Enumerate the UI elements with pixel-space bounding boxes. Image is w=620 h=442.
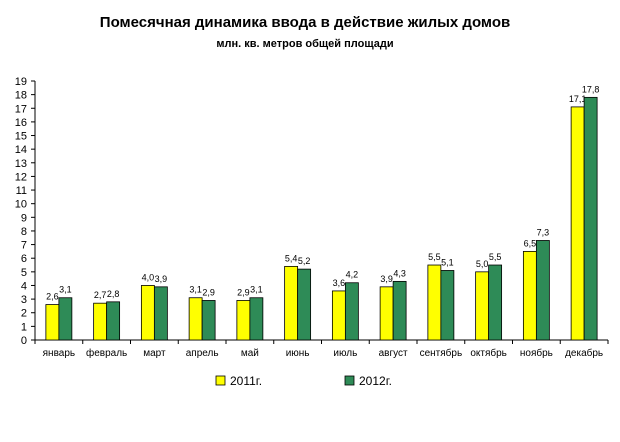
bar — [427, 264, 442, 341]
x-tick-label: февраль — [86, 347, 127, 359]
bar — [570, 106, 585, 341]
x-tick-label: октябрь — [470, 347, 507, 359]
data-label: 3,1 — [189, 285, 202, 295]
y-tick-label: 18 — [15, 90, 27, 102]
bar — [475, 271, 490, 341]
bar — [249, 297, 264, 341]
bar — [440, 270, 455, 341]
data-label: 5,4 — [285, 253, 298, 263]
data-label: 2,6 — [46, 292, 59, 302]
x-tick-label: май — [241, 348, 259, 359]
bar — [236, 300, 251, 341]
bar — [297, 268, 312, 341]
bar — [201, 300, 216, 341]
bar — [140, 285, 155, 341]
legend-label: 2012г. — [359, 374, 392, 388]
data-label: 3,9 — [155, 274, 168, 284]
data-label: 3,9 — [380, 274, 393, 284]
bar — [58, 297, 73, 341]
y-tick-label: 3 — [21, 294, 27, 306]
y-tick-label: 2 — [21, 308, 27, 320]
y-tick-label: 12 — [15, 171, 27, 183]
chart-title: Помесячная динамика ввода в действие жил… — [100, 14, 510, 31]
legend: 2011г. 2012г. — [215, 374, 392, 388]
y-tick-label: 10 — [15, 199, 27, 211]
bar — [331, 290, 346, 341]
y-tick-label: 19 — [15, 76, 27, 88]
bar — [188, 297, 203, 341]
chart-subtitle: млн. кв. метров общей площади — [216, 38, 393, 50]
y-tick-label: 4 — [21, 280, 27, 292]
legend-label: 2011г. — [230, 374, 262, 388]
y-tick-label: 17 — [15, 103, 27, 115]
bar — [379, 286, 394, 341]
y-tick-label: 14 — [15, 144, 27, 156]
data-label: 7,3 — [537, 227, 550, 237]
bars: 2,63,12,7 2,84,0 3,93,1 2,9 2,9 3,15,4 5,23,64… — [45, 84, 600, 341]
bar — [153, 286, 168, 341]
x-tick-label: март — [143, 348, 166, 359]
y-tick-label: 7 — [21, 240, 27, 252]
y-tick-label: 16 — [15, 117, 27, 129]
data-label: 3,1 — [59, 285, 72, 295]
x-tick-label: январь — [43, 348, 75, 359]
data-label: 3,1 — [250, 285, 263, 295]
y-tick-label: 15 — [15, 131, 27, 143]
bar — [344, 282, 359, 341]
y-tick-label: 11 — [16, 185, 27, 197]
data-label: 5,5 — [428, 252, 441, 262]
data-label: 2,7 — [94, 290, 107, 300]
y-tick-label: 13 — [15, 158, 27, 170]
bar — [583, 96, 598, 341]
data-label: 17,1 — [569, 94, 587, 104]
legend-swatch — [344, 375, 355, 386]
y-tick-label: 6 — [21, 253, 27, 265]
data-label: 2,9 — [202, 287, 215, 297]
x-tick-label: сентябрь — [420, 347, 463, 359]
x-axis: январь февраль март апрель май июнь июль август… — [34, 339, 609, 359]
x-tick-label: апрель — [186, 348, 219, 359]
x-tick-label: август — [379, 348, 408, 359]
data-label: 5,0 — [476, 259, 489, 269]
data-label: 4,2 — [346, 270, 359, 280]
data-label: 5,5 — [489, 252, 502, 262]
y-tick-label: 0 — [21, 335, 27, 347]
data-label: 17,8 — [582, 84, 600, 94]
y-tick-label: 9 — [21, 212, 27, 224]
data-label: 3,6 — [333, 278, 346, 288]
bar — [45, 304, 60, 341]
bar — [392, 280, 407, 341]
data-label: 5,1 — [441, 257, 454, 267]
x-tick-label: июль — [333, 348, 357, 359]
data-label: 2,8 — [107, 289, 120, 299]
bar — [106, 301, 121, 341]
bar — [522, 250, 537, 341]
data-label: 4,0 — [142, 272, 155, 282]
bar — [488, 264, 503, 341]
x-tick-label: декабрь — [565, 347, 603, 359]
data-label: 2,9 — [237, 287, 250, 297]
bar — [93, 302, 108, 341]
legend-swatch — [215, 375, 226, 386]
x-tick-label: июнь — [286, 348, 310, 359]
data-label: 5,2 — [298, 256, 311, 266]
x-tick-label: ноябрь — [520, 347, 553, 359]
y-tick-label: 1 — [21, 321, 27, 333]
bar — [535, 240, 550, 341]
data-label: 4,3 — [393, 268, 406, 278]
y-tick-label: 5 — [21, 267, 27, 279]
data-label: 6,5 — [524, 238, 537, 248]
bar — [284, 265, 299, 341]
y-tick-label: 8 — [21, 226, 27, 238]
